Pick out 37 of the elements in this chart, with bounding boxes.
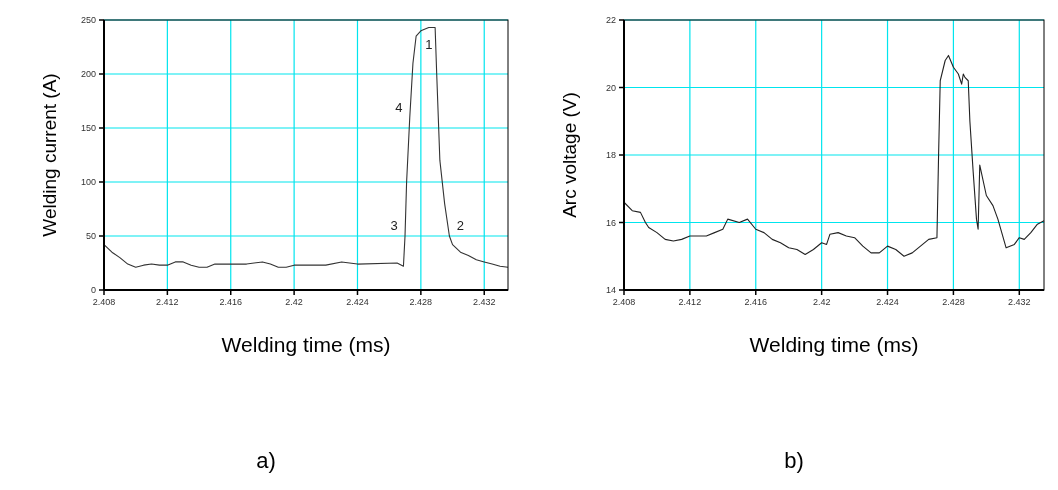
x-axis-title: Welding time (ms)	[749, 333, 919, 356]
x-tick-label: 2.412	[156, 297, 179, 307]
x-tick-label: 2.428	[942, 297, 965, 307]
x-tick-label: 2.408	[612, 297, 636, 307]
y-axis-title: Arc voltage (V)	[559, 92, 580, 218]
y-tick-label: 200	[80, 69, 96, 79]
y-tick-label: 16	[605, 217, 616, 228]
x-tick-label: 2.42	[285, 297, 303, 307]
x-tick-label: 2.42	[812, 297, 831, 307]
y-tick-label: 22	[605, 15, 616, 25]
annotation: 3	[390, 218, 398, 234]
line-series	[623, 54, 1045, 257]
y-tick-label: 250	[80, 15, 96, 25]
x-tick-label: 2.428	[409, 297, 433, 307]
y-tick-label: 20	[605, 82, 616, 93]
y-tick-label: 14	[605, 285, 616, 295]
annotation: 1	[425, 37, 433, 52]
x-axis-title: Welding time (ms)	[221, 333, 391, 356]
y-tick-label: 100	[80, 177, 96, 187]
annotation: 2	[456, 218, 464, 234]
x-tick-label: 2.416	[219, 297, 243, 307]
y-tick-label: 150	[80, 123, 96, 133]
x-tick-label: 2.432	[1008, 297, 1031, 307]
x-tick-label: 2.424	[346, 297, 369, 307]
y-tick-label: 50	[85, 231, 96, 241]
y-tick-label: 18	[605, 150, 616, 160]
y-axis-title: Welding current (A)	[39, 73, 60, 237]
y-tick-label: 0	[90, 285, 96, 295]
text: b)	[784, 448, 804, 473]
x-tick-label: 2.408	[92, 297, 116, 307]
annotation: 4	[395, 99, 403, 115]
x-tick-label: 2.424	[876, 297, 899, 307]
x-tick-label: 2.416	[744, 297, 768, 307]
x-tick-label: 2.432	[472, 297, 496, 307]
x-tick-label: 2.412	[678, 297, 702, 307]
text: a)	[256, 448, 276, 473]
line-series	[103, 27, 509, 268]
